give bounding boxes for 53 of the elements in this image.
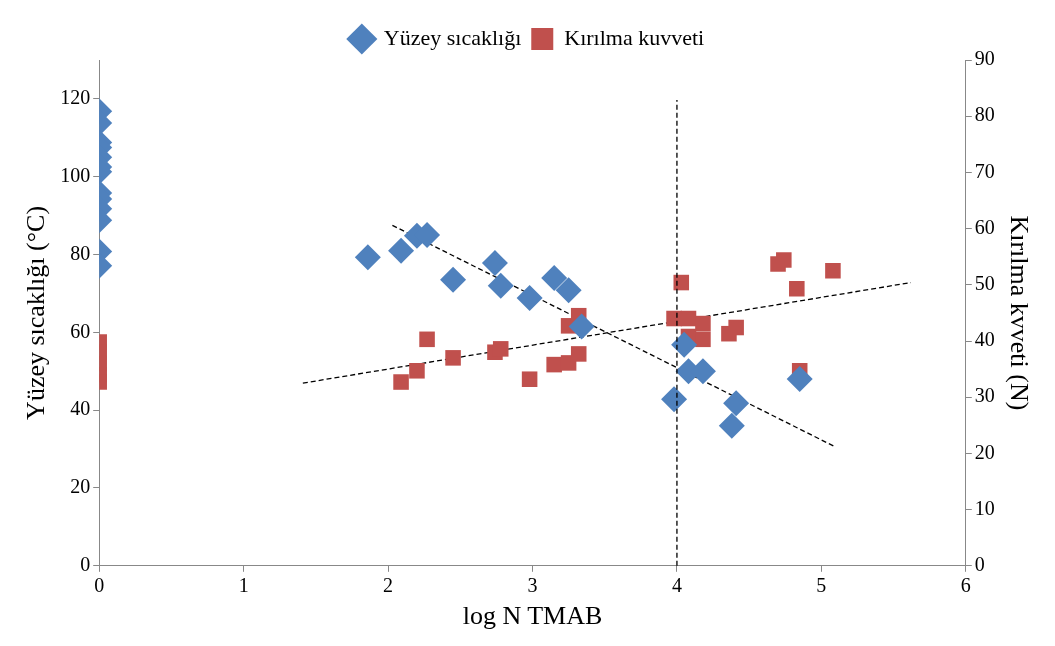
x-tick-label: 2 <box>383 574 394 597</box>
x-tick-label: 0 <box>94 574 105 597</box>
x-tick-label: 5 <box>816 574 827 597</box>
point <box>541 264 568 291</box>
point <box>718 412 745 439</box>
y2-tick-label: 20 <box>974 440 995 463</box>
y-tick-label: 60 <box>70 319 91 342</box>
x-tick-label: 4 <box>671 574 682 597</box>
y-tick-label: 20 <box>70 475 91 498</box>
point <box>661 386 688 413</box>
point <box>516 285 543 312</box>
y2-axis-title: Kırılma kvveti (N) <box>1004 215 1034 411</box>
x-tick-label: 6 <box>960 574 971 597</box>
point <box>789 280 805 297</box>
point <box>786 366 813 393</box>
point <box>695 331 711 348</box>
point <box>673 274 690 291</box>
y2-tick-label: 80 <box>974 103 995 126</box>
y2-tick-label: 0 <box>974 553 985 576</box>
point <box>825 262 841 279</box>
legend-label: Kırılma kuvveti <box>564 24 705 50</box>
y-tick-label: 120 <box>60 86 91 109</box>
point <box>728 319 744 336</box>
y-tick-label: 80 <box>70 241 91 264</box>
point <box>546 356 562 373</box>
y-tick-label: 100 <box>60 163 91 186</box>
y2-tick-label: 10 <box>974 496 995 519</box>
x-tick-label: 1 <box>238 574 249 597</box>
point <box>568 313 595 340</box>
point <box>695 315 711 332</box>
y2-tick-label: 50 <box>974 272 995 295</box>
point <box>492 341 509 357</box>
point <box>393 374 409 390</box>
point <box>570 346 587 362</box>
point <box>521 371 538 387</box>
x-tick-label: 3 <box>527 574 538 597</box>
legend-label: Yüzey sıcaklığı <box>383 24 522 50</box>
y2-tick-label: 90 <box>974 47 995 70</box>
y2-tick-label: 30 <box>974 384 995 407</box>
point <box>776 252 792 268</box>
y-tick-label: 0 <box>80 553 91 576</box>
y-axis-title: Yüzey sıcaklığı (°C) <box>21 205 51 420</box>
x-axis-title: log N TMAB <box>462 601 603 631</box>
y2-tick-label: 60 <box>974 215 995 238</box>
point <box>555 277 582 304</box>
point <box>445 350 461 366</box>
point <box>419 331 435 348</box>
y2-tick-label: 70 <box>974 159 995 182</box>
point <box>723 390 750 417</box>
y2-tick-label: 40 <box>974 328 995 351</box>
y-tick-label: 40 <box>70 397 91 420</box>
point <box>409 363 425 379</box>
point <box>671 331 698 358</box>
